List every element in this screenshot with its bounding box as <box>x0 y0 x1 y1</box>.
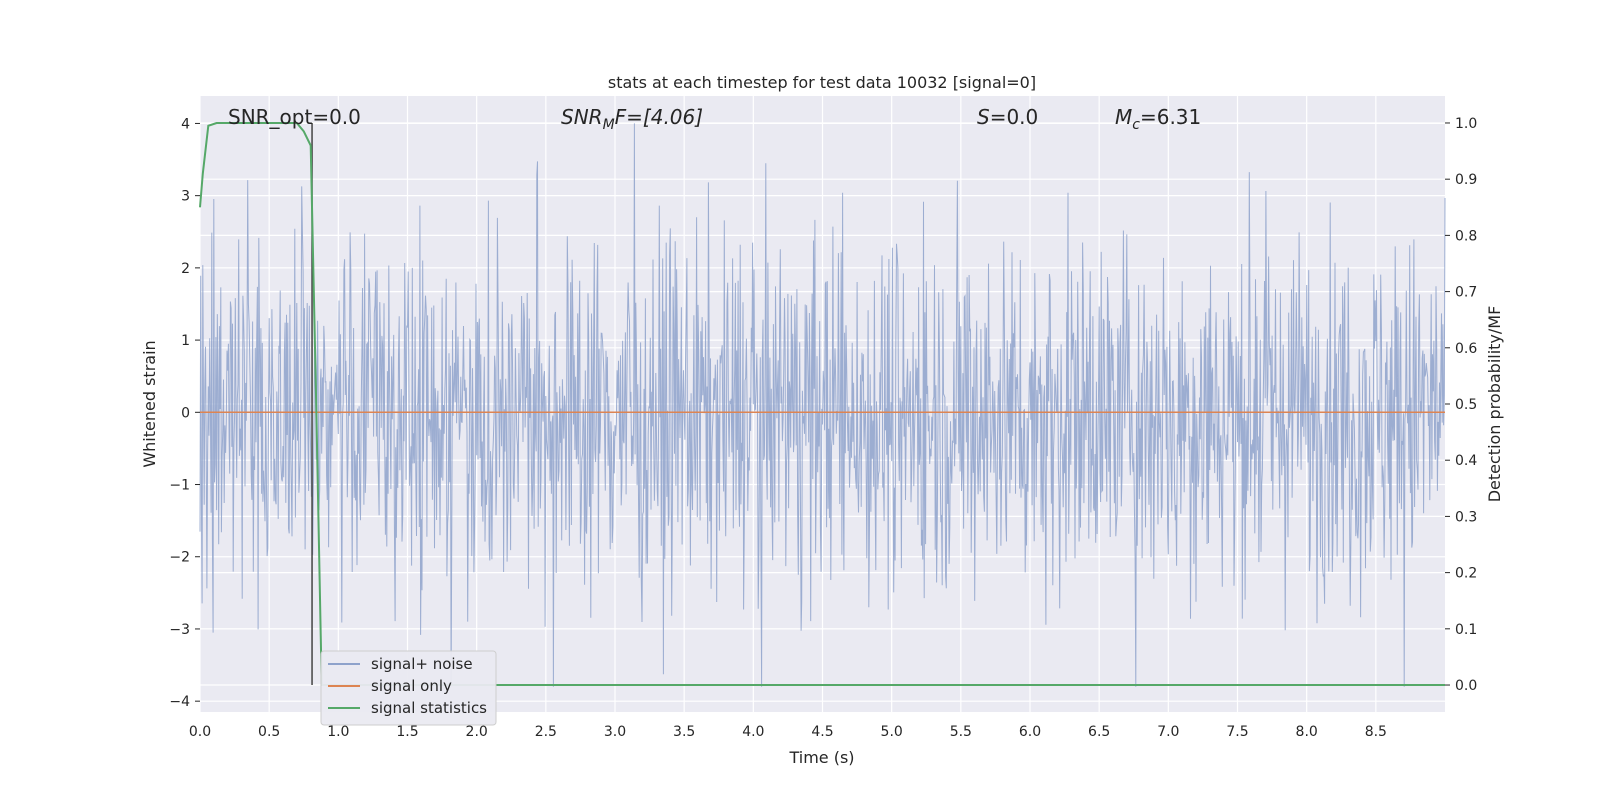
x-tick-label: 1.5 <box>396 724 418 740</box>
y-tick-label-right: 0.1 <box>1455 622 1477 638</box>
x-tick-label: 6.0 <box>1019 724 1041 740</box>
snr-mf-base: SNR <box>561 105 603 129</box>
x-tick-label: 3.5 <box>673 724 695 740</box>
y-tick-label-right: 0.7 <box>1455 285 1477 301</box>
snr-mf-rest: F=[4.06] <box>615 105 703 129</box>
mc-rest: =6.31 <box>1140 105 1201 129</box>
s-annotation: S=0.0 <box>977 105 1038 129</box>
y-tick-label-left: −1 <box>169 478 190 494</box>
x-tick-label: 0.0 <box>189 724 211 740</box>
x-tick-label: 1.0 <box>327 724 349 740</box>
y-tick-label-left: 0 <box>181 405 190 421</box>
y-ticks-right: 1.0 0.9 0.8 0.7 0.6 0.5 0.4 0.3 0.2 0.1 0.0 <box>1445 116 1477 694</box>
x-tick-label: 4.5 <box>811 724 833 740</box>
y-tick-label-right: 0.5 <box>1455 397 1477 413</box>
s-rest: =0.0 <box>990 105 1039 129</box>
snr-opt-annotation: SNR_opt=0.0 <box>228 105 361 129</box>
y-tick-label-left: 4 <box>181 116 190 132</box>
y-tick-label-left: −4 <box>169 694 190 710</box>
y-tick-label-left: 2 <box>181 261 190 277</box>
legend-box <box>320 650 497 726</box>
y-tick-label-right: 0.2 <box>1455 566 1477 582</box>
x-tick-label: 7.5 <box>1226 724 1248 740</box>
legend-label-signal-only: signal only <box>371 677 452 695</box>
x-axis-label: Time (s) <box>788 748 854 767</box>
y-tick-label-right: 0.9 <box>1455 172 1477 188</box>
signal-noise-line <box>199 123 1446 687</box>
mc-base: M <box>1115 105 1132 129</box>
y-axis-label-left: Whitened strain <box>140 340 159 467</box>
y-tick-label-right: 0.3 <box>1455 509 1477 525</box>
y-tick-label-left: −2 <box>169 550 190 566</box>
mc-annotation: Mc=6.31 <box>1115 105 1201 133</box>
signal-statistics-series <box>199 122 1445 686</box>
snr-mf-sub: M <box>603 117 615 133</box>
x-tick-label: 6.5 <box>1088 724 1110 740</box>
snr-mf-annotation: SNRMF=[4.06] <box>561 105 703 133</box>
chart-title: stats at each timestep for test data 100… <box>608 73 1036 92</box>
x-tick-label: 8.0 <box>1296 724 1318 740</box>
x-tick-label: 2.5 <box>535 724 557 740</box>
y-tick-label-right: 1.0 <box>1455 116 1477 132</box>
y-tick-label-right: 0.4 <box>1455 453 1477 469</box>
y-tick-label-right: 0.6 <box>1455 341 1477 357</box>
y-tick-label-left: 1 <box>181 333 190 349</box>
x-tick-label: 7.0 <box>1157 724 1179 740</box>
legend-label-statistics: signal statistics <box>371 699 487 717</box>
x-tick-label: 5.5 <box>950 724 972 740</box>
x-tick-label: 4.0 <box>742 724 764 740</box>
x-tick-label: 8.5 <box>1365 724 1387 740</box>
mc-sub: c <box>1132 117 1140 133</box>
y-tick-label-right: 0.8 <box>1455 228 1477 244</box>
legend: signal+ noise signal only signal statist… <box>320 650 497 726</box>
y-tick-label-left: −3 <box>169 622 190 638</box>
legend-label-noise: signal+ noise <box>371 655 473 673</box>
x-tick-label: 5.0 <box>881 724 903 740</box>
y-tick-label-left: 3 <box>181 189 190 205</box>
signal-noise-series <box>199 123 1446 687</box>
y-axis-label-right: Detection probability/MF <box>1485 306 1504 503</box>
x-tick-label: 3.0 <box>604 724 626 740</box>
x-tick-label: 2.0 <box>466 724 488 740</box>
x-ticks: 0.0 0.5 1.0 1.5 2.0 2.5 3.0 3.5 4.0 4.5 5.0 5.5 6.0 6… <box>189 724 1387 740</box>
y-tick-label-right: 0.0 <box>1455 678 1477 694</box>
y-ticks-left: 4 3 2 1 0 −1 −2 −3 −4 <box>169 116 200 710</box>
s-var: S <box>977 105 990 129</box>
x-tick-label: 0.5 <box>258 724 280 740</box>
